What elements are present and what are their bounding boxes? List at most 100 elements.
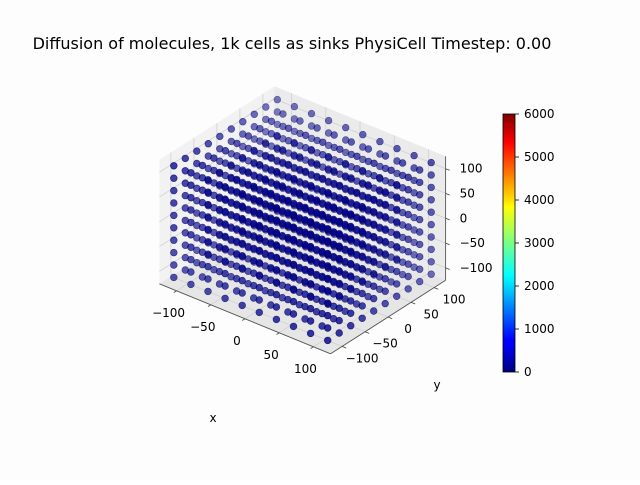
x-tick xyxy=(310,346,314,349)
cell-point xyxy=(238,276,246,285)
cell-point xyxy=(427,196,435,204)
cell-point xyxy=(381,188,389,196)
cell-point xyxy=(284,124,293,133)
cell-point xyxy=(284,160,292,169)
cell-point xyxy=(221,269,229,278)
cell-point xyxy=(318,174,327,183)
cell-point xyxy=(187,169,195,177)
cell-point xyxy=(375,174,384,182)
cell-point xyxy=(324,262,332,270)
cell-point xyxy=(170,261,178,269)
cell-point xyxy=(204,225,212,234)
cell-point xyxy=(238,154,247,162)
cell-point xyxy=(393,255,401,263)
cell-point xyxy=(381,299,389,308)
cell-point xyxy=(324,189,332,197)
cell-point xyxy=(427,208,435,216)
cell-point xyxy=(307,182,315,190)
colorbar-tick-label: 6000 xyxy=(524,107,555,121)
x-tick-label: 50 xyxy=(264,348,279,362)
cell-point xyxy=(221,147,230,155)
cell-point xyxy=(370,294,378,303)
cell-point xyxy=(289,273,298,281)
cell-point xyxy=(359,130,367,139)
cell-point xyxy=(393,205,401,214)
cell-point xyxy=(255,271,263,279)
y-tick-label: 50 xyxy=(423,307,438,321)
cell-point xyxy=(335,279,343,288)
cell-point xyxy=(204,200,212,209)
cell-point xyxy=(335,242,343,250)
colorbar-tick-label: 5000 xyxy=(524,150,555,164)
cell-point xyxy=(221,195,229,203)
cell-point xyxy=(289,248,298,256)
cell-point xyxy=(204,275,212,283)
cell-point xyxy=(289,285,298,293)
cell-point xyxy=(244,168,252,176)
cell-point xyxy=(376,137,384,146)
cell-point xyxy=(272,228,281,237)
cell-point xyxy=(347,297,355,305)
cell-point xyxy=(204,140,213,148)
cell-point xyxy=(170,162,178,170)
cell-point xyxy=(204,213,212,221)
cell-point xyxy=(239,117,247,126)
y-axis-label: y xyxy=(433,378,440,392)
cell-point xyxy=(330,131,338,139)
cell-point xyxy=(313,124,321,132)
cell-point xyxy=(267,153,275,162)
cell-point xyxy=(187,280,195,289)
cell-point xyxy=(370,257,378,266)
y-tick xyxy=(341,346,347,349)
cell-point xyxy=(272,315,281,324)
cell-point xyxy=(358,227,366,236)
cell-point xyxy=(370,245,378,253)
cell-point xyxy=(255,308,263,317)
cell-point xyxy=(255,209,263,217)
cell-point xyxy=(284,196,292,205)
cell-point xyxy=(347,322,355,330)
cell-point xyxy=(335,316,343,325)
cell-point xyxy=(393,144,401,153)
cell-point xyxy=(204,262,212,271)
cell-point xyxy=(187,206,195,214)
cell-point xyxy=(416,253,424,261)
cell-point xyxy=(342,123,350,132)
cell-point xyxy=(279,110,287,118)
cell-point xyxy=(306,218,315,226)
cell-point xyxy=(210,154,218,162)
cell-point xyxy=(393,193,401,201)
y-tick xyxy=(387,316,393,320)
cell-point xyxy=(393,243,401,251)
cell-point xyxy=(358,252,366,260)
cell-point xyxy=(238,289,246,297)
cell-point xyxy=(324,116,333,125)
cell-point xyxy=(255,197,263,205)
y-tick xyxy=(410,301,416,305)
cell-point xyxy=(221,220,229,228)
cell-point xyxy=(238,214,246,223)
cell-point xyxy=(416,178,424,187)
y-tick xyxy=(433,287,439,290)
cell-point xyxy=(364,181,372,189)
cell-point xyxy=(221,207,229,216)
cell-point xyxy=(324,274,332,283)
cell-point xyxy=(347,247,355,256)
cell-point xyxy=(341,160,350,168)
cell-point xyxy=(261,139,270,147)
cell-point xyxy=(358,302,366,310)
x-tick-label: 0 xyxy=(233,334,241,348)
cell-point xyxy=(324,311,332,320)
cell-point xyxy=(238,301,246,310)
cell-point xyxy=(381,237,389,246)
cell-point xyxy=(319,138,327,147)
cell-point xyxy=(404,198,412,206)
cell-point xyxy=(427,183,435,192)
cell-point xyxy=(358,289,366,298)
cell-point xyxy=(221,282,229,290)
cell-point xyxy=(306,329,315,338)
cell-point xyxy=(221,232,229,241)
cell-point xyxy=(215,168,224,177)
cell-point xyxy=(170,199,178,207)
